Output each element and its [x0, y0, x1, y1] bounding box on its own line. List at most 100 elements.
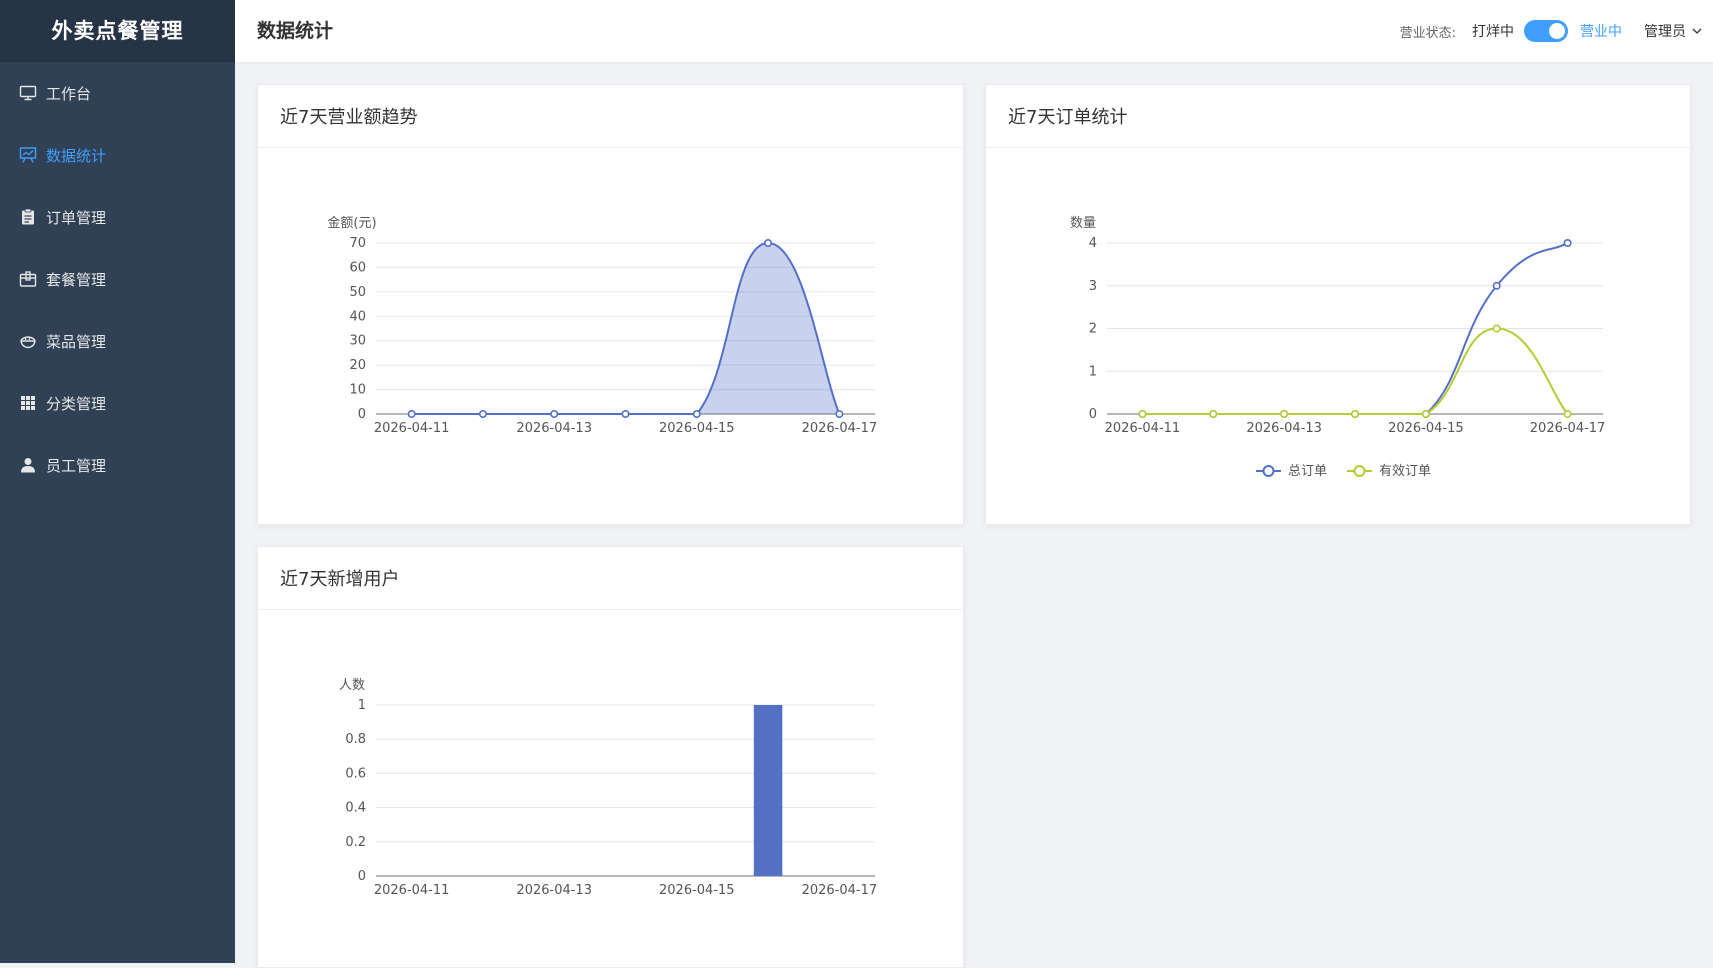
- y-axis-label: 人数: [339, 678, 365, 693]
- order-stats-chart: 数量 0 1 2 3 4 2026-04-11 2026-04-13 2026-04-15 202…: [1070, 216, 1606, 479]
- new-users-title: 近7天新增用户: [258, 547, 963, 610]
- y-axis-label: 数量: [1070, 216, 1096, 231]
- data-point: [1563, 239, 1572, 248]
- user-icon: [19, 456, 37, 474]
- y-tick-label: 4: [1089, 236, 1097, 251]
- data-point: [764, 239, 773, 248]
- y-tick-label: 10: [349, 383, 366, 398]
- sidebar-item-label: 数据统计: [46, 146, 107, 165]
- data-point: [478, 409, 487, 418]
- x-tick-label: 2026-04-13: [1246, 421, 1322, 436]
- data-point: [1563, 409, 1572, 418]
- admin-dropdown[interactable]: 管理员: [1644, 21, 1703, 41]
- y-tick-label: 50: [349, 285, 366, 300]
- series-line: [411, 241, 841, 416]
- data-point: [1138, 409, 1147, 418]
- y-tick-label: 1: [358, 698, 366, 713]
- x-tick-label: 2026-04-13: [516, 421, 592, 436]
- sidebar-item-categories[interactable]: 分类管理: [0, 372, 235, 434]
- data-point: [1209, 409, 1218, 418]
- revenue-trend-chart: 金额(元) 0 10 20 30 40 50 60 70 2026-04-11 2026-04-13…: [327, 215, 878, 436]
- order-stats-title: 近7天订单统计: [986, 85, 1690, 148]
- y-tick-label: 60: [349, 260, 366, 275]
- chart-legend: 总订单 有效订单: [1256, 464, 1431, 479]
- x-tick-label: 2026-04-17: [802, 421, 878, 436]
- monitor-icon: [19, 84, 37, 102]
- sidebar-item-label: 工作台: [46, 84, 92, 103]
- header-right: 营业状态: 打烊中 营业中 管理员: [1400, 0, 1713, 62]
- data-point: [407, 409, 416, 418]
- data-point: [1280, 409, 1289, 418]
- sidebar-item-employees[interactable]: 员工管理: [0, 434, 235, 496]
- y-tick-label: 30: [349, 334, 366, 349]
- page-title: 数据统计: [257, 20, 334, 42]
- sidebar-item-combos[interactable]: 套餐管理: [0, 248, 235, 310]
- new-users-chart: 人数 0 0.2 0.4 0.6 0.8 1 2026-04-11 2026-04-13 2026…: [339, 678, 878, 898]
- sidebar-item-statistics[interactable]: 数据统计: [0, 124, 235, 186]
- x-tick-label: 2026-04-11: [374, 883, 450, 898]
- x-tick-label: 2026-04-11: [374, 421, 450, 436]
- x-tick-label: 2026-04-11: [1105, 421, 1181, 436]
- data-point: [835, 409, 844, 418]
- business-status-label: 营业状态:: [1399, 25, 1456, 41]
- chart-board-icon: [19, 146, 37, 164]
- top-header: 数据统计 营业状态: 打烊中 营业中 管理员: [235, 0, 1713, 62]
- x-tick-label: 2026-04-15: [659, 883, 735, 898]
- legend-circle-marker: [1262, 465, 1275, 477]
- admin-label: 管理员: [1644, 24, 1686, 40]
- sidebar-item-dishes[interactable]: 菜品管理: [0, 310, 235, 372]
- sidebar-item-label: 员工管理: [46, 456, 107, 475]
- status-open-text: 营业中: [1580, 24, 1622, 40]
- status-closed-text: 打烊中: [1472, 24, 1514, 40]
- area-fill: [411, 243, 840, 414]
- x-tick-label: 2026-04-15: [1388, 421, 1464, 436]
- sidebar-item-label: 分类管理: [46, 394, 107, 413]
- sidebar-item-label: 菜品管理: [46, 332, 107, 351]
- y-tick-label: 0: [1089, 407, 1097, 422]
- x-tick-label: 2026-04-13: [516, 883, 592, 898]
- sidebar-menu: 工作台 数据统计 订单管理 套餐管理 菜品管理: [0, 62, 235, 496]
- revenue-trend-title: 近7天营业额趋势: [258, 85, 963, 148]
- app-logo-title: 外卖点餐管理: [0, 0, 235, 62]
- toggle-knob: [1549, 23, 1565, 39]
- y-tick-label: 20: [349, 358, 366, 373]
- clipboard-icon: [19, 208, 37, 226]
- y-tick-label: 1: [1089, 364, 1097, 379]
- grid-icon: [19, 394, 37, 412]
- legend-circle-marker: [1353, 465, 1366, 477]
- data-point: [550, 409, 559, 418]
- x-tick-label: 2026-04-17: [1530, 421, 1606, 436]
- y-tick-label: 0.6: [345, 766, 366, 781]
- bar: [753, 705, 783, 876]
- x-tick-label: 2026-04-17: [802, 883, 878, 898]
- sidebar-item-workbench[interactable]: 工作台: [0, 62, 235, 124]
- new-users-card: 近7天新增用户 人数 0 0.2 0.4 0.6 0.8 1 2026-04-11 2026-0…: [257, 546, 964, 968]
- data-point: [1492, 324, 1501, 333]
- y-tick-label: 0.8: [345, 732, 366, 747]
- y-tick-label: 0.2: [345, 835, 366, 850]
- y-tick-label: 2: [1089, 322, 1097, 337]
- bowl-icon: [19, 332, 37, 350]
- y-tick-label: 70: [349, 236, 366, 251]
- package-icon: [19, 270, 37, 288]
- sidebar-item-label: 订单管理: [46, 208, 107, 227]
- sidebar-item-orders[interactable]: 订单管理: [0, 186, 235, 248]
- y-tick-label: 3: [1089, 279, 1097, 294]
- order-stats-card: 近7天订单统计 数量 0 1 2 3 4 2026-04-11 2026-04-13 2026-…: [985, 84, 1691, 525]
- y-tick-label: 40: [349, 309, 366, 324]
- y-axis-label: 金额(元): [327, 215, 376, 231]
- data-point: [1350, 409, 1359, 418]
- data-point: [1421, 409, 1430, 418]
- y-tick-label: 0.4: [345, 801, 366, 816]
- y-tick-label: 0: [358, 407, 366, 422]
- y-tick-label: 0: [358, 869, 366, 884]
- revenue-trend-card: 近7天营业额趋势 金额(元) 0 10 20 30 40 50 60 70 2026-04-11 2…: [257, 84, 964, 525]
- chevron-down-icon: [1692, 28, 1702, 34]
- business-status-toggle[interactable]: [1524, 20, 1568, 42]
- legend-label: 总订单: [1288, 464, 1327, 479]
- legend-label: 有效订单: [1379, 464, 1431, 479]
- sidebar-item-label: 套餐管理: [46, 270, 107, 289]
- data-point: [1492, 281, 1501, 290]
- sidebar: 外卖点餐管理 工作台 数据统计 订单管理 套餐管理: [0, 0, 235, 963]
- x-tick-label: 2026-04-15: [659, 421, 735, 436]
